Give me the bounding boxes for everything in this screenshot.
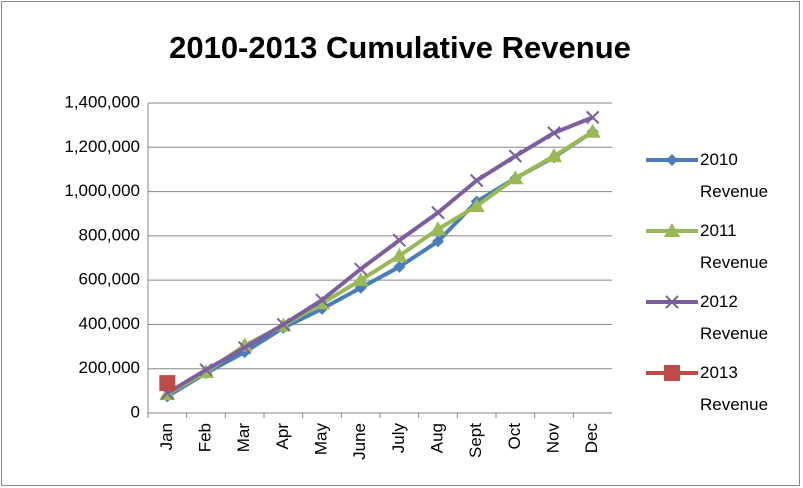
series-line bbox=[166, 115, 594, 395]
marker bbox=[507, 170, 524, 185]
marker bbox=[276, 317, 291, 332]
marker bbox=[666, 154, 678, 166]
marker bbox=[584, 123, 601, 138]
marker bbox=[664, 365, 680, 381]
marker bbox=[547, 126, 561, 140]
x-tick-label: June bbox=[350, 423, 369, 460]
marker bbox=[432, 235, 444, 248]
x-tick-label: Mar bbox=[234, 423, 253, 453]
marker bbox=[237, 340, 252, 355]
marker bbox=[585, 110, 600, 125]
marker bbox=[392, 233, 407, 247]
y-tick-label: 800,000 bbox=[79, 225, 140, 244]
legend-label: 2011 Revenue bbox=[700, 221, 769, 272]
x-tick-label: Jan bbox=[157, 423, 176, 450]
legend-label: 2010 Revenue bbox=[700, 150, 769, 201]
x-tick-label: July bbox=[389, 423, 408, 454]
marker bbox=[546, 148, 562, 163]
marker bbox=[469, 173, 484, 188]
marker bbox=[353, 262, 368, 276]
y-tick-label: 200,000 bbox=[79, 358, 140, 377]
marker bbox=[199, 363, 213, 377]
x-tick-label: Aug bbox=[427, 423, 446, 453]
x-tick-label: Dec bbox=[582, 423, 601, 454]
legend-label: 2013 Revenue bbox=[700, 363, 769, 414]
marker bbox=[393, 260, 406, 273]
marker bbox=[468, 197, 485, 212]
chart-title: 2010-2013 Cumulative Revenue bbox=[169, 30, 631, 65]
marker bbox=[352, 272, 369, 287]
marker bbox=[391, 247, 408, 262]
y-tick-label: 400,000 bbox=[79, 314, 140, 333]
marker bbox=[508, 149, 523, 163]
x-tick-label: Feb bbox=[195, 423, 214, 452]
legend-label: 2012 Revenue bbox=[700, 292, 769, 343]
x-tick-label: Oct bbox=[505, 423, 524, 450]
x-tick-label: Sept bbox=[466, 423, 485, 458]
y-tick-label: 1,000,000 bbox=[64, 181, 140, 200]
x-tick-label: May bbox=[311, 423, 330, 456]
x-tick-label: Nov bbox=[543, 423, 562, 454]
marker bbox=[159, 375, 176, 392]
y-tick-label: 1,200,000 bbox=[64, 137, 140, 156]
x-tick-label: Apr bbox=[273, 423, 292, 450]
marker bbox=[430, 221, 446, 236]
marker bbox=[315, 293, 329, 307]
marker bbox=[431, 205, 445, 220]
y-tick-label: 1,400,000 bbox=[64, 92, 140, 111]
y-tick-label: 0 bbox=[131, 402, 140, 421]
marker bbox=[665, 295, 679, 309]
marker bbox=[664, 223, 680, 237]
y-tick-label: 600,000 bbox=[79, 270, 140, 289]
